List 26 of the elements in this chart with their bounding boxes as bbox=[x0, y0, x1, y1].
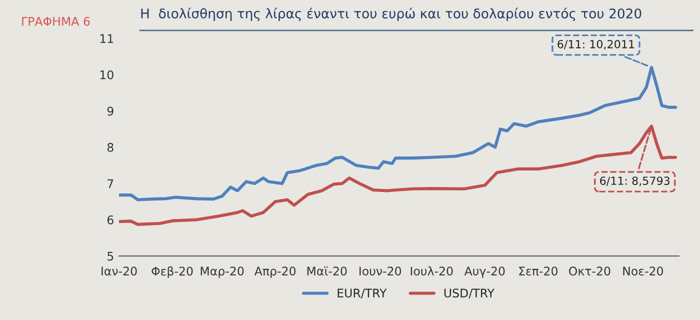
line-series bbox=[119, 66, 678, 202]
chart-title: Η διολίσθηση της λίρας έναντι του ευρώ και του δολαρίου εντός του 2020 bbox=[141, 8, 642, 22]
x-tick-label: Αυγ-20 bbox=[464, 266, 505, 278]
y-tick-label: 8 bbox=[107, 142, 114, 152]
y-tick-label: 10 bbox=[100, 70, 114, 80]
line-series bbox=[119, 124, 678, 226]
legend-label: USD/TRY bbox=[444, 288, 494, 298]
text: ΓΡΑΦΗΜΑ 6 bbox=[22, 16, 90, 26]
annotation: 6/11: 8,5793 bbox=[600, 176, 670, 186]
annotation: 6/11: 10,2011 bbox=[558, 40, 634, 50]
y-tick-label: 9 bbox=[107, 106, 114, 116]
legend-label: EUR/TRY bbox=[338, 288, 387, 298]
x-tick-label: Ιαν-20 bbox=[102, 266, 137, 276]
x-tick-label: Ιουλ-20 bbox=[410, 266, 453, 276]
x-tick-label: Φεβ-20 bbox=[152, 266, 193, 278]
x-tick-label: Μαϊ-20 bbox=[307, 266, 347, 276]
x-tick-label: Νοε-20 bbox=[623, 266, 663, 276]
y-tick-label: 6 bbox=[107, 215, 114, 224]
x-tick-label: Μαρ-20 bbox=[200, 266, 244, 278]
y-tick-label: 5 bbox=[108, 252, 114, 261]
y-tick-label: 7 bbox=[108, 179, 114, 188]
x-tick-label: Σεπ-20 bbox=[519, 266, 558, 276]
x-tick-label: Οκτ-20 bbox=[569, 266, 610, 276]
x-tick-label: Ιουν-20 bbox=[360, 266, 402, 276]
y-tick-label: 11 bbox=[100, 34, 114, 43]
x-tick-label: Απρ-20 bbox=[254, 266, 296, 278]
